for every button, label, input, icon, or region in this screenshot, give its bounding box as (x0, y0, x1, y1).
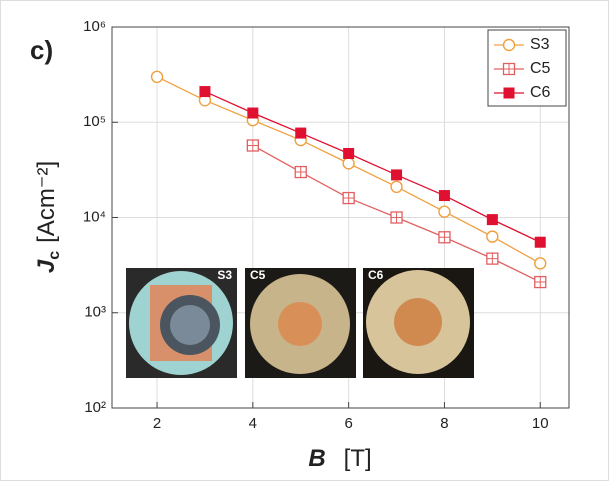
marker (150, 70, 164, 84)
x-axis-label: B [T] (308, 445, 371, 472)
y-tick-label: 10⁵ (83, 113, 106, 130)
legend-label: C5 (530, 60, 551, 77)
x-tick-label: 6 (344, 415, 352, 432)
marker (390, 180, 403, 194)
legend-label: S3 (530, 36, 550, 53)
marker-part (438, 231, 450, 243)
marker (534, 257, 547, 270)
plot-frame (111, 26, 570, 409)
x-tick-label: 10 (532, 415, 549, 432)
y-axis-label: Jc[Acm⁻²] (33, 161, 63, 273)
marker (343, 147, 355, 159)
marker-part (534, 276, 546, 288)
marker (342, 191, 355, 205)
marker (502, 62, 516, 76)
marker-part (391, 212, 403, 223)
marker (438, 190, 450, 202)
x-tick-label: 8 (440, 415, 448, 432)
marker (438, 231, 451, 244)
inset-label: S3 (217, 268, 232, 282)
marker-part (247, 140, 259, 152)
inset-label: C5 (250, 268, 266, 282)
marker-part (295, 166, 307, 178)
marker (486, 214, 498, 226)
marker-part (486, 253, 498, 265)
marker (534, 275, 547, 289)
x-tick-label: 2 (153, 415, 161, 432)
inset-shape (394, 298, 442, 346)
inset-shape (278, 302, 322, 346)
x-tick-label: 4 (249, 415, 257, 432)
series-line (204, 90, 541, 243)
marker (438, 205, 451, 218)
marker (534, 236, 546, 248)
marker-part (503, 63, 515, 75)
inset-shape (170, 305, 210, 345)
insets: S3 C5 C6 (126, 268, 474, 378)
marker (247, 107, 259, 119)
legend-label: C6 (530, 84, 551, 101)
legend-box (487, 29, 567, 107)
inset-label: C6 (368, 268, 384, 282)
marker-part (343, 192, 355, 204)
y-tick-label: 10⁴ (83, 208, 106, 225)
marker (199, 86, 211, 98)
y-tick-label: 10⁶ (83, 18, 106, 35)
panel-label: c) (30, 35, 53, 65)
marker (391, 169, 403, 181)
marker (390, 211, 403, 224)
marker (294, 165, 307, 179)
marker (486, 252, 499, 265)
marker (295, 127, 307, 139)
marker (246, 139, 259, 152)
marker (503, 87, 515, 99)
marker (342, 157, 355, 170)
marker (486, 230, 499, 243)
y-tick-label: 10³ (84, 304, 106, 321)
y-tick-label: 10² (84, 399, 106, 416)
marker (502, 38, 516, 52)
